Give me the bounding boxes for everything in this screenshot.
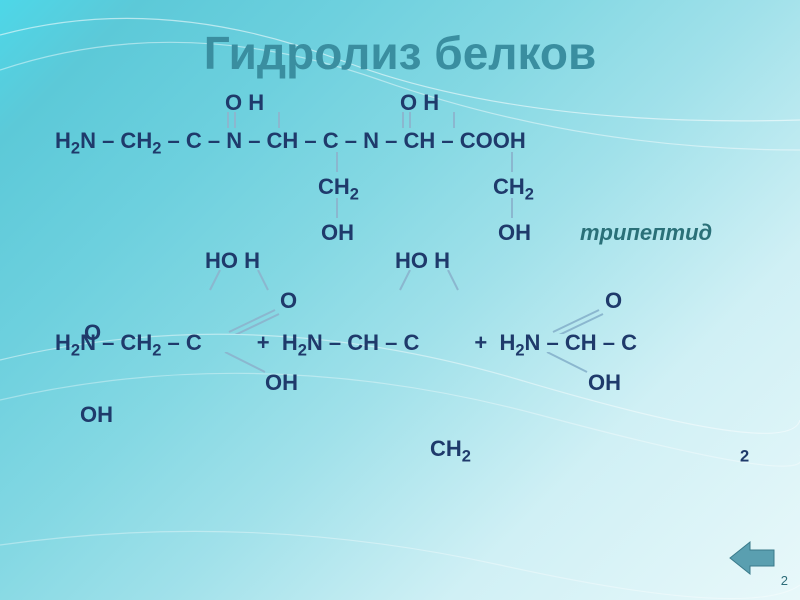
tripeptide-label: трипептид (580, 220, 712, 246)
row9-ch2-a: CH2 (430, 436, 471, 462)
row8-oh-a: OH (265, 370, 298, 396)
row4-oh-a: OH (321, 220, 354, 246)
row6-o-a: O (280, 288, 297, 314)
row3-bonds-down (0, 198, 800, 220)
slide-number: 2 (781, 573, 788, 588)
page-title: Гидролиз белков (0, 26, 800, 80)
row1-oh-2: O H (400, 90, 439, 116)
row2-bonds-down (0, 152, 800, 174)
row1-oh-1: O H (225, 90, 264, 116)
row8-oh-b: OH (588, 370, 621, 396)
row7-products: H2N – CH2 – C + H2N – CH – C + H2N – CH … (55, 330, 637, 356)
row3-ch2-a: CH2 (318, 174, 359, 200)
arrow-left-icon (728, 538, 776, 578)
row2-chain: H2N – CH2 – C – N – CH – C – N – CH – CO… (55, 128, 526, 154)
row3-ch2-b: CH2 (493, 174, 534, 200)
row8-oh-c: OH (80, 402, 113, 428)
row5-hoh-b: HO H (395, 248, 450, 274)
row4-oh-b: OH (498, 220, 531, 246)
row6-o-b: O (605, 288, 622, 314)
nav-back-button[interactable] (728, 538, 776, 578)
row9-ch2-b: 2 (740, 436, 749, 462)
row5-hoh-a: HO H (205, 248, 260, 274)
slide: Гидролиз белков O H O H H2N – CH2 – C – … (0, 0, 800, 600)
